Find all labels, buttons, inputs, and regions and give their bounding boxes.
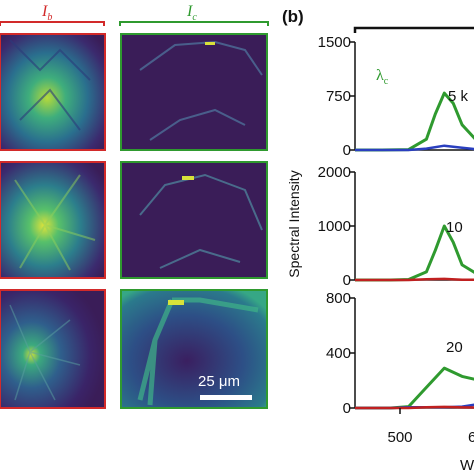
x-tick-partial: 6 xyxy=(468,429,474,446)
x-axis-label-partial: W xyxy=(460,457,474,474)
subplot-2-label: 10 xyxy=(446,219,463,236)
peak-label: λc xyxy=(376,67,389,87)
series-line xyxy=(355,405,474,410)
y-tick-label: 2000 xyxy=(318,164,351,181)
subplot-1-label: 5 k xyxy=(448,88,469,105)
image-c-row1 xyxy=(120,33,268,151)
x-axis: 500 6 W xyxy=(387,408,474,474)
col-header-b: Ib xyxy=(0,3,105,26)
image-b-row2 xyxy=(0,161,106,279)
subplot-3-label: 20 xyxy=(446,339,463,356)
scale-bar-label: 25 μm xyxy=(198,373,240,390)
subplot-3: 800 400 0 20 xyxy=(326,290,474,417)
scale-bar: 25 μm xyxy=(198,373,252,400)
top-bracket xyxy=(353,26,474,33)
x-tick-500: 500 xyxy=(387,429,412,446)
y-tick-label: 1000 xyxy=(318,218,351,235)
y-axis-label: Spectral Intensity xyxy=(286,170,302,277)
col-c-label: Ic xyxy=(186,3,197,23)
series-line xyxy=(355,144,474,152)
col-header-c: Ic xyxy=(119,3,269,26)
y-tick-label: 0 xyxy=(343,400,351,417)
y-tick-label: 0 xyxy=(343,142,351,159)
col-b-bracket xyxy=(0,21,105,26)
series-line xyxy=(355,277,474,282)
panel-label-b: (b) xyxy=(282,7,304,26)
col-b-label: Ib xyxy=(41,3,52,23)
y-tick-label: 750 xyxy=(326,88,351,105)
y-tick-label: 0 xyxy=(343,272,351,289)
scale-bar-line xyxy=(200,395,252,400)
y-tick-label: 1500 xyxy=(318,34,351,51)
image-b-row3 xyxy=(0,289,106,409)
y-tick-label: 800 xyxy=(326,290,351,307)
y-tick-label: 400 xyxy=(326,345,351,362)
image-c-row3 xyxy=(120,289,268,409)
series-line xyxy=(355,366,474,410)
image-c-row2 xyxy=(120,161,268,279)
subplot-2: 2000 1000 0 10 xyxy=(318,164,474,289)
col-c-bracket xyxy=(119,21,269,26)
image-b-row1 xyxy=(0,33,106,151)
subplot-1: 1500 750 0 5 k λc xyxy=(318,34,474,159)
